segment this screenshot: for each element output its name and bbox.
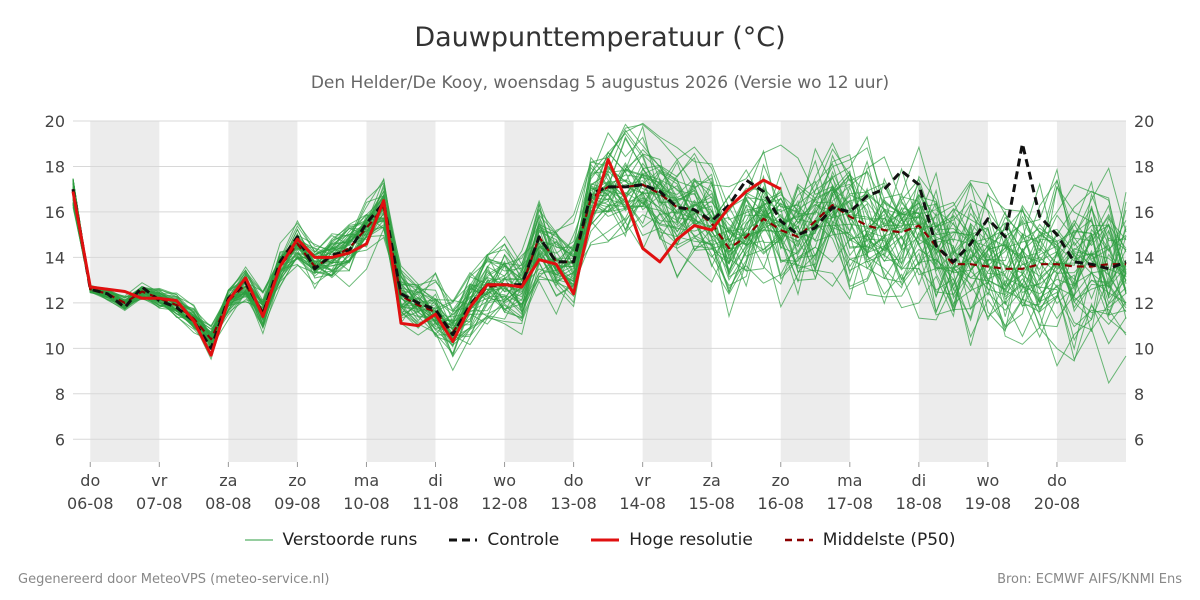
y-tick-right-16: 16 (1134, 203, 1154, 222)
x-tick-day-2: za (219, 471, 237, 490)
page-title: Dauwpunttemperatuur (°C) (414, 22, 786, 53)
x-tick-day-1: vr (151, 471, 167, 490)
y-tick-left-6: 6 (55, 430, 65, 449)
y-tick-left-12: 12 (45, 294, 65, 313)
y-tick-left-8: 8 (55, 385, 65, 404)
y-tick-right-10: 10 (1134, 339, 1154, 358)
legend-swatch-control (449, 538, 478, 542)
x-tick-day-6: wo (493, 471, 516, 490)
y-tick-left-20: 20 (45, 112, 65, 131)
x-tick-day-13: wo (976, 471, 999, 490)
x-tick-day-8: vr (635, 471, 651, 490)
x-tick-date-1: 07-08 (136, 494, 183, 513)
x-tick-day-7: do (564, 471, 584, 490)
y-axis-right: 6 8 10 12 14 16 18 20 (1134, 112, 1154, 449)
legend-item-control[interactable]: Controle (449, 530, 559, 550)
x-tick-day-0: do (80, 471, 100, 490)
y-axis-left: 6 8 10 12 14 16 18 20 (45, 112, 65, 449)
x-tick-date-10: 16-08 (758, 494, 805, 513)
x-tick-date-11: 17-08 (827, 494, 874, 513)
x-tick-day-14: do (1047, 471, 1067, 490)
legend-item-median[interactable]: Middelste (P50) (784, 530, 956, 550)
x-tick-day-3: zo (288, 471, 306, 490)
y-tick-right-18: 18 (1134, 157, 1154, 176)
main-series (71, 142, 1127, 357)
x-tick-day-9: za (703, 471, 721, 490)
legend-item-perturbed[interactable]: Verstoorde runs (244, 530, 418, 550)
x-tick-date-8: 14-08 (619, 494, 666, 513)
legend-label-control: Controle (487, 530, 560, 550)
x-tick-date-3: 09-08 (274, 494, 321, 513)
page-subtitle: Den Helder/De Kooy, woensdag 5 augustus … (310, 73, 890, 93)
ensemble-run-42 (72, 174, 1127, 346)
legend: Verstoorde runs Controle Hoge resolutie … (0, 530, 1200, 550)
x-axis: do 06-08 vr 07-08 za 08-08 zo 09-08 ma 10-08 di 11-… (67, 462, 1080, 513)
x-tick-date-7: 13-08 (550, 494, 597, 513)
x-tick-date-6: 12-08 (481, 494, 528, 513)
x-tick-date-14: 20-08 (1034, 494, 1081, 513)
y-tick-right-8: 8 (1134, 385, 1144, 404)
series-hoge-resolutie (71, 158, 782, 357)
ensemble-run-45 (72, 156, 1127, 344)
y-tick-left-10: 10 (45, 339, 65, 358)
x-tick-day-12: di (912, 471, 927, 490)
x-tick-day-4: ma (354, 471, 379, 490)
x-tick-date-9: 15-08 (688, 494, 735, 513)
x-tick-day-11: ma (837, 471, 862, 490)
legend-swatch-perturbed (244, 539, 273, 541)
x-tick-date-13: 19-08 (965, 494, 1012, 513)
legend-item-highres[interactable]: Hoge resolutie (591, 530, 753, 550)
x-tick-day-5: di (428, 471, 443, 490)
y-tick-right-12: 12 (1134, 294, 1154, 313)
legend-swatch-highres (591, 538, 620, 542)
x-tick-date-0: 06-08 (67, 494, 114, 513)
ensemble-run-35 (72, 156, 1127, 347)
x-tick-day-10: zo (772, 471, 790, 490)
y-tick-left-18: 18 (45, 157, 65, 176)
legend-label-median: Middelste (P50) (822, 530, 956, 550)
y-tick-right-6: 6 (1134, 430, 1144, 449)
x-tick-date-4: 10-08 (343, 494, 390, 513)
y-tick-left-14: 14 (45, 248, 65, 267)
x-tick-date-5: 11-08 (412, 494, 459, 513)
y-tick-right-14: 14 (1134, 248, 1154, 267)
footer-generated-by: Gegenereerd door MeteoVPS (meteo-service… (18, 572, 330, 587)
legend-label-perturbed: Verstoorde runs (282, 530, 418, 550)
ensemble-run-48 (72, 182, 1127, 336)
x-tick-date-12: 18-08 (896, 494, 943, 513)
x-tick-date-2: 08-08 (205, 494, 252, 513)
legend-label-highres: Hoge resolutie (629, 530, 753, 550)
y-tick-left-16: 16 (45, 203, 65, 222)
legend-swatch-median (784, 538, 813, 542)
footer-source: Bron: ECMWF AIFS/KNMI Ens (997, 572, 1182, 587)
y-tick-right-20: 20 (1134, 112, 1154, 131)
